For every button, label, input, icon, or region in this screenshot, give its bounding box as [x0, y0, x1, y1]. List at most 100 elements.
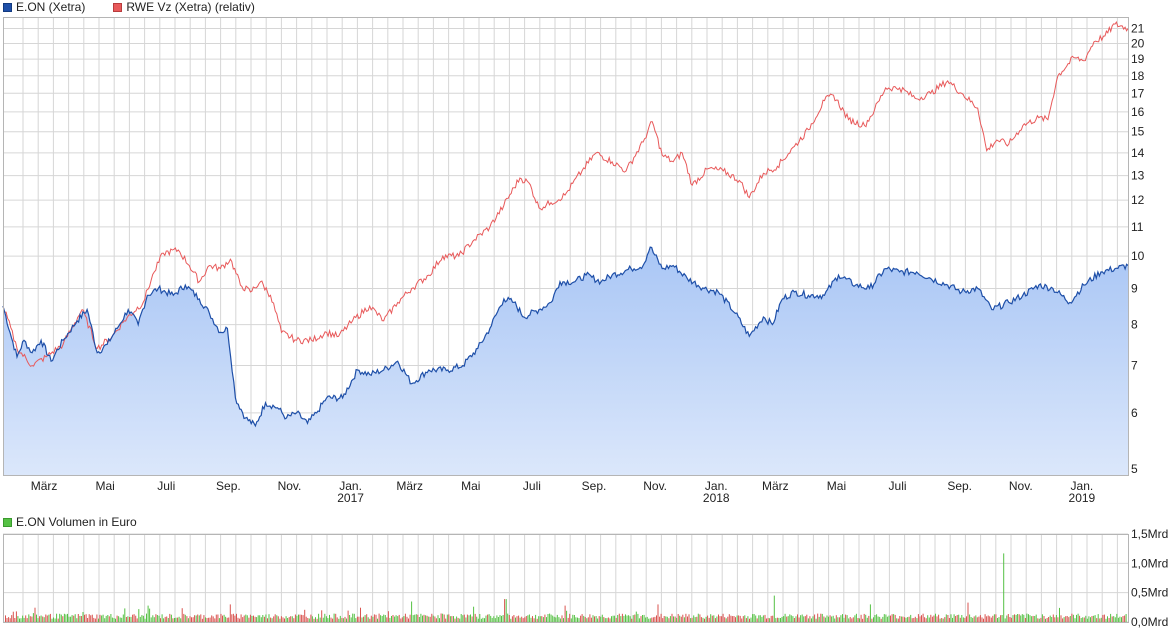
volume-bar [8, 617, 10, 622]
volume-bar [488, 614, 490, 622]
volume-bar [928, 617, 930, 622]
volume-bar [104, 618, 106, 622]
volume-bar [815, 618, 817, 622]
volume-bar [1086, 618, 1088, 622]
volume-bar [346, 618, 347, 622]
volume-bar [372, 616, 374, 622]
volume-bar [967, 602, 969, 622]
volume-bar [1088, 616, 1090, 622]
volume-bar [800, 615, 802, 622]
volume-bar [1032, 615, 1034, 622]
volume-bar [344, 616, 346, 622]
volume-bar [707, 615, 709, 622]
volume-bar [961, 615, 963, 622]
volume-bar [1012, 615, 1014, 622]
volume-bar [460, 614, 462, 622]
volume-bar [423, 614, 425, 622]
volume-bar [146, 613, 147, 622]
volume-bar [888, 615, 890, 622]
volume-bar [527, 615, 529, 622]
volume-bar [1015, 614, 1017, 622]
volume-bar [1111, 616, 1113, 622]
rwe-series-line [2, 20, 1129, 367]
volume-bar [935, 613, 936, 622]
volume-bar [868, 615, 870, 622]
volume-bar [1010, 617, 1012, 622]
volume-bar [259, 615, 261, 622]
volume-bar [690, 618, 692, 622]
volume-bar [952, 617, 953, 622]
volume-bar [418, 617, 420, 622]
volume-bar [336, 617, 338, 622]
volume-bar [714, 618, 716, 622]
volume-bar [119, 617, 121, 622]
volume-bar [417, 614, 419, 622]
volume-bar [704, 618, 705, 622]
volume-bar [124, 608, 126, 622]
volume-bar [612, 615, 614, 622]
volume-bar [697, 613, 699, 622]
legend-item-volume[interactable]: E.ON Volumen in Euro [3, 515, 137, 529]
volume-bar [367, 617, 369, 622]
volume-bar [96, 614, 98, 622]
volume-bar [465, 617, 467, 622]
volume-bar [559, 618, 561, 622]
volume-bar [773, 595, 775, 622]
volume-bar [780, 618, 781, 622]
volume-bar [223, 614, 225, 622]
volume-bar [924, 617, 926, 622]
volume-bar [626, 615, 628, 622]
volume-bar [294, 614, 296, 622]
volume-bar [550, 614, 552, 622]
volume-bar [62, 616, 64, 622]
volume-bar [384, 615, 386, 622]
volume-bar [691, 617, 693, 622]
volume-bar [189, 616, 191, 622]
legend-item-rwe[interactable]: RWE Vz (Xetra) (relativ) [113, 0, 255, 14]
volume-bar [882, 616, 884, 622]
volume-bar [1063, 617, 1065, 622]
x-tick-month-label: März [31, 479, 58, 493]
volume-bar [752, 614, 754, 622]
volume-bar [132, 614, 134, 622]
volume-bar [857, 618, 859, 622]
volume-bar [735, 617, 736, 622]
volume-bar [1096, 618, 1098, 622]
volume-bar [287, 618, 289, 622]
volume-bar [628, 615, 630, 622]
volume-bar [677, 614, 679, 622]
volume-bar [209, 617, 211, 622]
volume-bar [679, 615, 681, 622]
legend-item-eon[interactable]: E.ON (Xetra) [3, 0, 85, 14]
volume-bar [136, 618, 138, 622]
volume-bar [910, 614, 912, 622]
y-tick-label: 10 [1131, 249, 1145, 263]
volume-bar [832, 615, 834, 622]
volume-bar [1090, 617, 1091, 622]
volume-bar [793, 618, 795, 622]
volume-bar [311, 616, 313, 622]
volume-bar [713, 615, 715, 622]
volume-bar [699, 614, 701, 622]
volume-bar [750, 617, 752, 622]
volume-bar [98, 618, 99, 622]
volume-bar [522, 618, 524, 622]
volume-bar [663, 616, 665, 622]
volume-bar [387, 611, 389, 622]
volume-bar [914, 616, 916, 622]
volume-bar [1091, 616, 1093, 622]
volume-bar [1119, 616, 1121, 622]
x-tick-month-label: Jan. [339, 479, 362, 493]
volume-bar [851, 618, 853, 622]
volume-bar [398, 614, 400, 622]
volume-bar [811, 618, 812, 622]
volume-bar [125, 617, 127, 622]
volume-chart-frame [3, 534, 1129, 623]
volume-bar [391, 616, 392, 622]
volume-bar [846, 615, 848, 622]
volume-bar [783, 616, 785, 622]
volume-bar [942, 618, 944, 622]
volume-bar [538, 616, 540, 622]
volume-bar [635, 611, 637, 622]
volume-bar [490, 615, 492, 622]
